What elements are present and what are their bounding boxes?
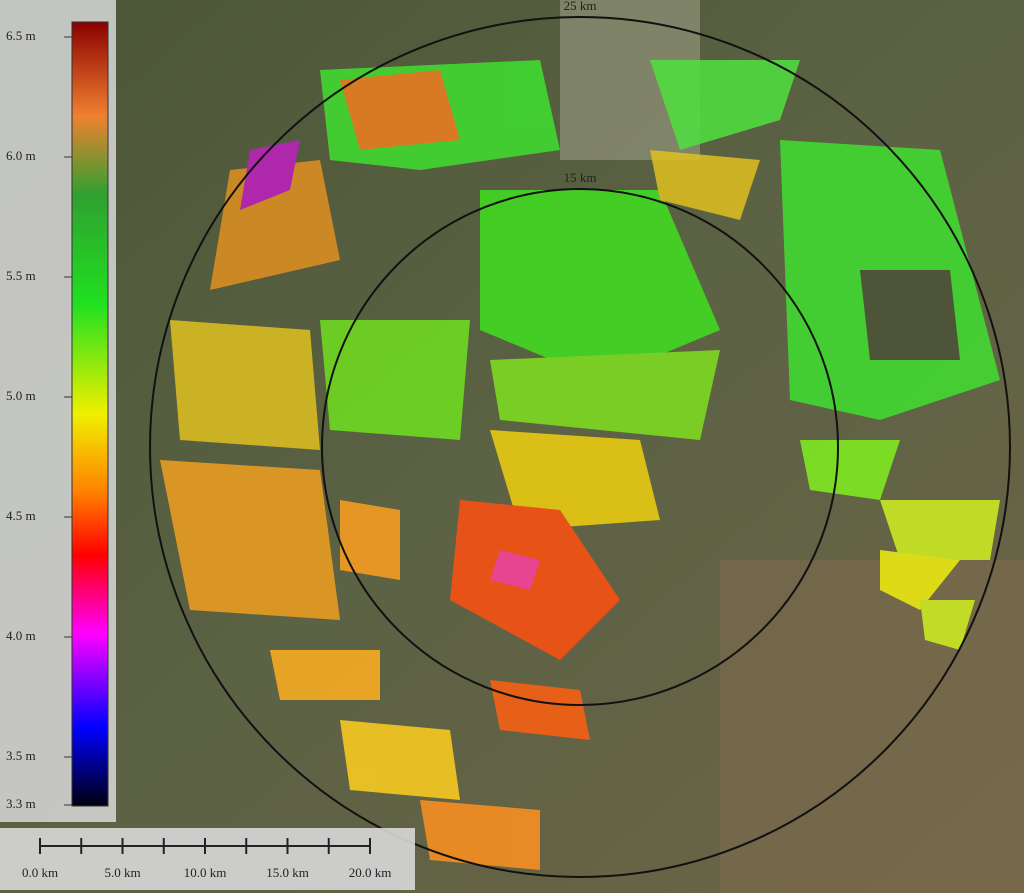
colorbar-tick-label: 3.5 m — [6, 748, 36, 763]
colorbar-panel: 6.5 m 6.0 m 5.5 m 5.0 m 4.5 m 4.0 m 3.5 m 3.3 m — [0, 0, 116, 822]
scale-bar-label: 10.0 km — [184, 865, 227, 880]
scale-bar-background — [0, 828, 415, 890]
range-ring-label: 15 km — [564, 170, 597, 185]
scale-bar-panel: 0.0 km 5.0 km 10.0 km 15.0 km 20.0 km — [0, 828, 415, 890]
colorbar-tick-label: 5.5 m — [6, 268, 36, 283]
range-ring-label: 25 km — [564, 0, 597, 13]
range-ring — [149, 16, 1011, 878]
scale-bar-label: 5.0 km — [104, 865, 140, 880]
colorbar-tick-label: 4.0 m — [6, 628, 36, 643]
colorbar — [71, 21, 109, 807]
range-ring — [321, 188, 839, 706]
range-rings: 25 km 15 km — [149, 0, 1011, 878]
colorbar-tick-label: 4.5 m — [6, 508, 36, 523]
scale-bar-label: 20.0 km — [349, 865, 392, 880]
colorbar-tick-label: 5.0 m — [6, 388, 36, 403]
scale-bar-label: 15.0 km — [266, 865, 309, 880]
colorbar-tick-label: 6.0 m — [6, 148, 36, 163]
colorbar-tick-label: 6.5 m — [6, 28, 36, 43]
scale-bar: 0.0 km 5.0 km 10.0 km 15.0 km 20.0 km — [22, 838, 391, 880]
farmland — [720, 560, 1024, 893]
coverage-overlay — [160, 60, 1000, 870]
scale-bar-label: 0.0 km — [22, 865, 58, 880]
colorbar-ticks: 6.5 m 6.0 m 5.5 m 5.0 m 4.5 m 4.0 m 3.5 m 3.3 m — [6, 28, 72, 811]
colorbar-tick-label: 3.3 m — [6, 796, 36, 811]
